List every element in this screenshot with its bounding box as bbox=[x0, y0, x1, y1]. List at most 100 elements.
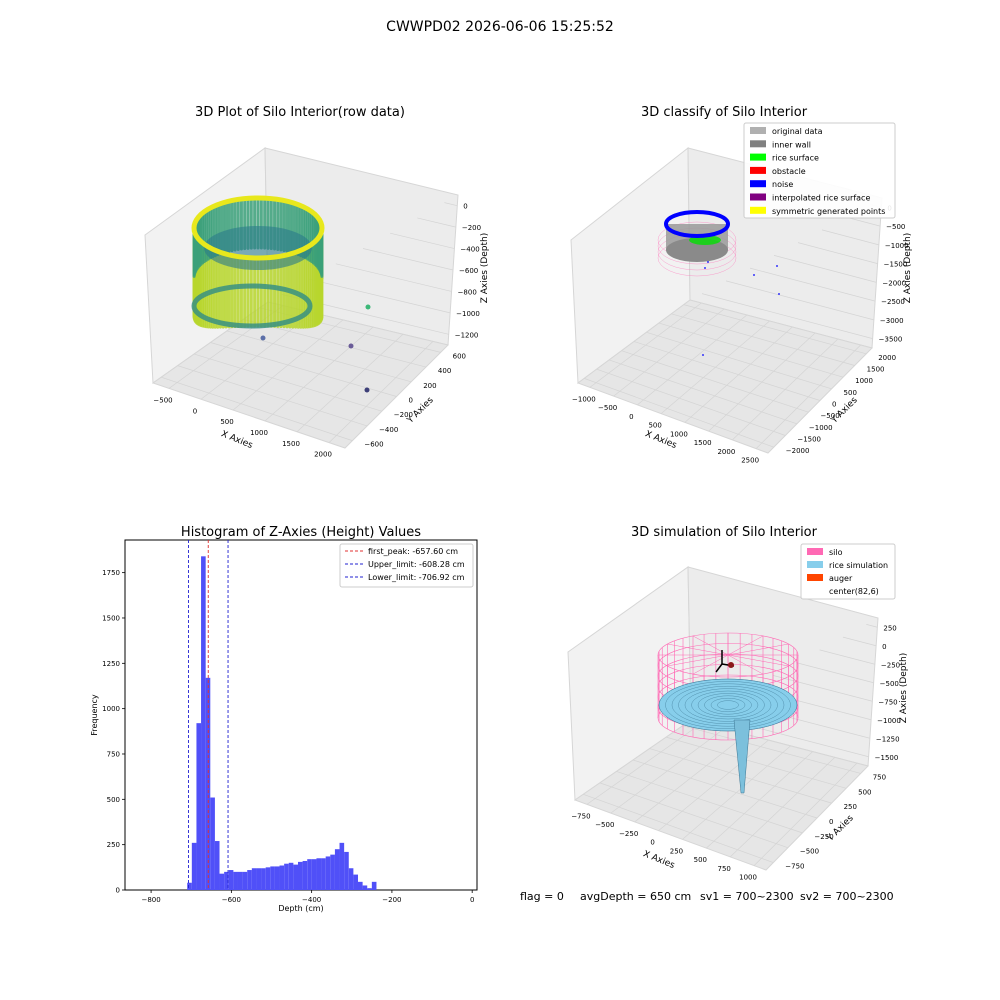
classify-noise-point bbox=[776, 265, 778, 267]
classify-zlabel: Z Axies (Depth) bbox=[903, 233, 913, 304]
raw-ztick: −600 bbox=[459, 267, 478, 275]
sim-legend: silo rice simulation auger center(82,6) bbox=[800, 543, 896, 600]
hist-bar bbox=[302, 860, 308, 890]
sim-ytick: 750 bbox=[873, 773, 886, 781]
hist-ytick-label: 250 bbox=[107, 841, 120, 849]
classify-noise-point bbox=[753, 274, 755, 276]
raw-grid-y bbox=[161, 376, 353, 441]
raw-gridlines bbox=[161, 202, 458, 443]
raw-xtick: −500 bbox=[153, 396, 172, 404]
raw-ztick: −200 bbox=[462, 224, 481, 232]
hist-reference-lines bbox=[187, 540, 229, 890]
hist-bar bbox=[344, 851, 349, 890]
classify-ztick: −3000 bbox=[880, 317, 904, 325]
sim-xtick: −500 bbox=[595, 821, 614, 829]
rice-surface bbox=[658, 678, 798, 794]
hist-bar bbox=[297, 861, 303, 890]
classify-grid-y bbox=[621, 350, 809, 413]
raw-ztick: −800 bbox=[458, 288, 477, 296]
rice-surface-mesh bbox=[684, 688, 772, 722]
classify-point-cloud bbox=[657, 210, 780, 356]
classify-noise-rim bbox=[664, 210, 730, 238]
classify-legend-swatch bbox=[750, 127, 766, 134]
hist-bar bbox=[201, 556, 206, 890]
classify-legend-swatch bbox=[750, 166, 766, 174]
hist-bar bbox=[371, 881, 377, 890]
raw-outlier-points bbox=[260, 304, 371, 393]
classify-legend-swatch bbox=[750, 153, 766, 161]
classify-xtick: 2000 bbox=[717, 448, 735, 456]
hist-plot-area bbox=[124, 539, 478, 891]
classify-legend-swatch bbox=[750, 193, 766, 201]
sim-xtick: 250 bbox=[670, 847, 683, 855]
hist-bar bbox=[224, 871, 229, 890]
sim-xtick: −750 bbox=[571, 812, 590, 820]
sim-grid-z bbox=[866, 624, 878, 628]
classify-legend-label: obstacle bbox=[772, 167, 806, 176]
hist-bar bbox=[321, 858, 326, 890]
status-bar: flag = 0 avgDepth = 650 cm sv1 = 700~230… bbox=[520, 890, 894, 903]
raw-ytick: −200 bbox=[394, 411, 413, 419]
classify-legend-label: original data bbox=[772, 127, 823, 136]
sim-grid-y bbox=[616, 771, 803, 834]
sim-grid-y bbox=[682, 725, 861, 774]
classify-noise-point bbox=[707, 261, 709, 263]
raw-ytick: 400 bbox=[438, 367, 451, 375]
classify-grid-z bbox=[845, 216, 881, 227]
sim-ytick: 250 bbox=[844, 803, 857, 811]
sim-ztick: −500 bbox=[880, 680, 899, 688]
raw-ytick: −400 bbox=[379, 426, 398, 434]
hist-bar bbox=[219, 873, 225, 890]
hist-xtick-label: −200 bbox=[382, 896, 401, 904]
rice-surface-mesh bbox=[671, 683, 785, 727]
sim-ztick: −1500 bbox=[875, 754, 899, 762]
hist-bar bbox=[233, 871, 238, 890]
sim-ztick: 0 bbox=[882, 643, 886, 651]
status-sv2: sv2 = 700~2300 bbox=[800, 890, 894, 903]
raw-xtick: 1000 bbox=[250, 429, 268, 437]
hist-bar bbox=[293, 864, 298, 890]
classify-grid-y bbox=[584, 378, 774, 448]
classify-legend-label: interpolated rice surface bbox=[772, 194, 870, 203]
hist-legend-label: first_peak: -657.60 cm bbox=[368, 547, 458, 556]
hist-ytick-label: 1000 bbox=[102, 705, 120, 713]
hist-bar bbox=[191, 842, 197, 890]
raw-pane-floor bbox=[151, 301, 449, 449]
raw-ytick: 0 bbox=[409, 397, 413, 405]
hist-ytick-label: 1750 bbox=[102, 569, 120, 577]
classify-ztick: −3500 bbox=[879, 336, 903, 344]
classify-xtick: −500 bbox=[598, 404, 617, 412]
classify-grid-z bbox=[749, 267, 876, 302]
rice-surface-mesh bbox=[710, 698, 746, 712]
sim-grid-z bbox=[796, 662, 874, 684]
raw-ztick: 0 bbox=[463, 203, 467, 211]
sim-title: 3D simulation of Silo Interior bbox=[631, 525, 818, 540]
classify-xtick: 2500 bbox=[741, 457, 759, 465]
raw-ztick: −400 bbox=[460, 246, 479, 254]
figure-title: CWWPD02 2026-06-06 15:25:52 bbox=[386, 19, 614, 35]
classify-xtick: 1000 bbox=[670, 430, 688, 438]
classify-legend-swatch bbox=[750, 180, 766, 188]
raw-outlier-point bbox=[260, 335, 266, 341]
classify-legend-swatch bbox=[750, 206, 766, 214]
classify-ytick: 500 bbox=[844, 389, 857, 397]
silo-wire-top bbox=[667, 654, 729, 667]
sim-legend-items: silo rice simulation auger center(82,6) bbox=[807, 548, 888, 596]
silo-wire-top bbox=[667, 643, 729, 656]
hist-xtick-label: −600 bbox=[222, 896, 241, 904]
hist-bar bbox=[205, 677, 211, 890]
sim-legend-label: silo bbox=[829, 548, 843, 557]
classify-grid-y bbox=[608, 359, 798, 425]
rice-surface-mesh bbox=[717, 700, 739, 710]
raw-outlier-point bbox=[348, 343, 354, 349]
rice-surface-mesh bbox=[697, 693, 759, 717]
raw-tick-labels: −500 0 500 1000 1500 2000 −600 −400 −200 0 2004006… bbox=[153, 203, 481, 459]
sim-ztick: −1250 bbox=[876, 735, 900, 743]
hist-bar bbox=[325, 856, 331, 890]
hist-ylabel: Frequency bbox=[90, 694, 99, 736]
hist-ytick-label: 750 bbox=[107, 750, 120, 758]
hist-bar bbox=[187, 882, 192, 890]
sim-grid-z bbox=[842, 636, 877, 647]
classify-grid-z bbox=[725, 280, 874, 321]
hist-legend-box bbox=[339, 543, 474, 588]
